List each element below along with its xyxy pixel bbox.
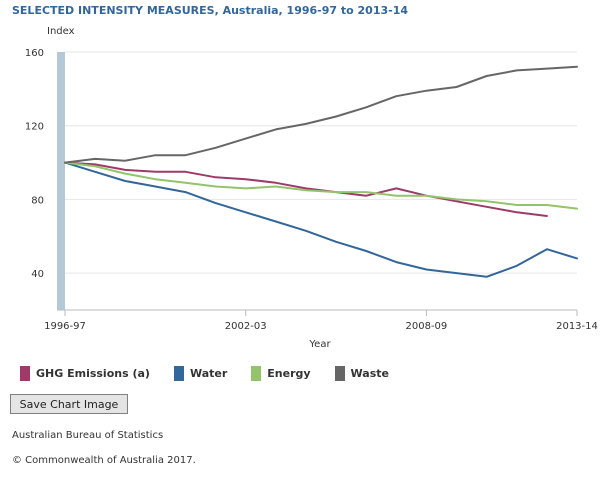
legend-label-energy: Energy <box>267 367 311 380</box>
y-tick-label-80: 80 <box>31 195 44 206</box>
legend-item-water[interactable]: Water <box>173 366 228 381</box>
series-line-energy <box>64 161 578 210</box>
legend-swatch-energy <box>251 366 262 381</box>
y-axis-title: Index <box>47 26 75 37</box>
legend-swatch-water <box>173 366 184 381</box>
legend-item-ghg-emissions[interactable]: GHG Emissions (a) <box>20 366 150 381</box>
source-text: Australian Bureau of Statistics <box>12 430 164 441</box>
legend-item-energy[interactable]: Energy <box>251 366 311 381</box>
legend-label-ghg-emissions: GHG Emissions (a) <box>36 367 150 380</box>
series-line-waste <box>64 65 578 164</box>
series-line-ghg-emissions <box>64 161 548 217</box>
legend-swatch-waste <box>334 366 345 381</box>
save-chart-image-button[interactable]: Save Chart Image <box>10 394 128 414</box>
y-tick-label-40: 40 <box>31 269 44 280</box>
y-tick-label-120: 120 <box>25 122 44 133</box>
y-tick-label-160: 160 <box>25 48 44 59</box>
x-tick-label-2013-14: 2013-14 <box>556 321 598 332</box>
legend-item-waste[interactable]: Waste <box>334 366 389 381</box>
chart-legend: GHG Emissions (a) Water Energy Waste <box>20 366 413 381</box>
legend-swatch-ghg-emissions <box>20 366 30 381</box>
x-tick-label-2008-09: 2008-09 <box>406 321 448 332</box>
x-tick-label-1996-97: 1996-97 <box>44 321 86 332</box>
chart-title: SELECTED INTENSITY MEASURES, Australia, … <box>12 4 409 17</box>
series-line-water <box>64 161 578 278</box>
y-axis-band <box>57 52 65 310</box>
legend-label-water: Water <box>189 367 228 380</box>
legend-label-waste: Waste <box>350 367 389 380</box>
x-axis-title: Year <box>309 339 331 350</box>
copyright-text: © Commonwealth of Australia 2017. <box>12 455 196 466</box>
plot-area: 40 80 120 160 1996-97 2002-03 2008-09 2013-14 <box>25 48 598 332</box>
x-tick-label-2002-03: 2002-03 <box>225 321 267 332</box>
